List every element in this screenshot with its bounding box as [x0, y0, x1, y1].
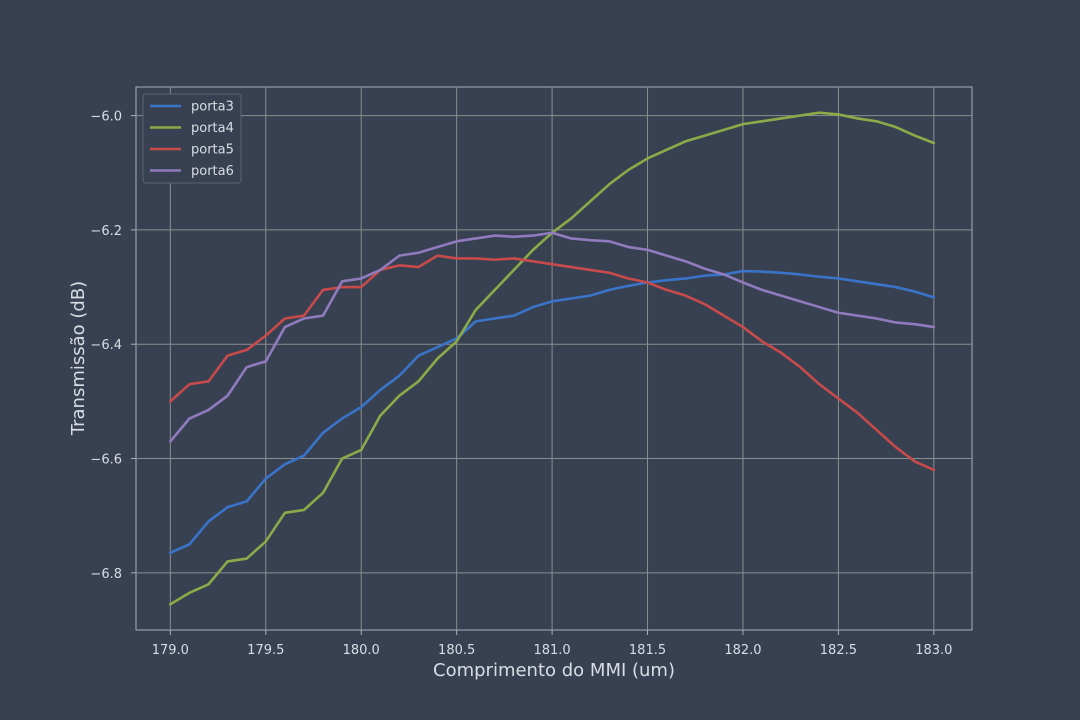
y-tick-label: −6.2	[90, 224, 122, 239]
y-tick-label: −6.8	[90, 567, 122, 582]
x-tick-label: 181.5	[629, 643, 666, 658]
x-tick-label: 180.0	[343, 643, 380, 658]
x-tick-labels: 179.0 179.5 180.0 180.5 181.0 181.5 182.0 182.5…	[152, 630, 952, 658]
legend-label-porta6: porta6	[191, 164, 234, 179]
y-tick-labels: −6.8 −6.6 −6.4 −6.2 −6.0	[90, 110, 136, 582]
legend: porta3 porta4 porta5 porta6	[142, 93, 242, 184]
x-tick-label: 179.5	[247, 643, 284, 658]
x-tick-label: 180.5	[438, 643, 475, 658]
legend-label-porta3: porta3	[191, 100, 234, 115]
y-tick-label: −6.4	[90, 338, 122, 353]
series-line-porta6	[169, 231, 936, 443]
x-tick-label: 181.0	[533, 643, 570, 658]
legend-box	[142, 93, 242, 184]
x-axis-title: Comprimento do MMI (um)	[433, 660, 675, 681]
series-line-porta5	[169, 254, 936, 472]
x-tick-label: 182.0	[724, 643, 761, 658]
x-tick-label: 179.0	[152, 643, 189, 658]
y-tick-label: −6.6	[90, 453, 122, 468]
x-tick-label: 183.0	[915, 643, 952, 658]
legend-label-porta4: porta4	[191, 121, 234, 136]
series-layer	[169, 111, 936, 606]
y-axis-title: Transmissão (dB)	[68, 281, 89, 436]
y-tick-label: −6.0	[90, 110, 122, 125]
series-line-porta3	[169, 269, 936, 555]
legend-label-porta5: porta5	[191, 143, 234, 158]
plot-area	[135, 86, 973, 631]
x-tick-label: 182.5	[820, 643, 857, 658]
